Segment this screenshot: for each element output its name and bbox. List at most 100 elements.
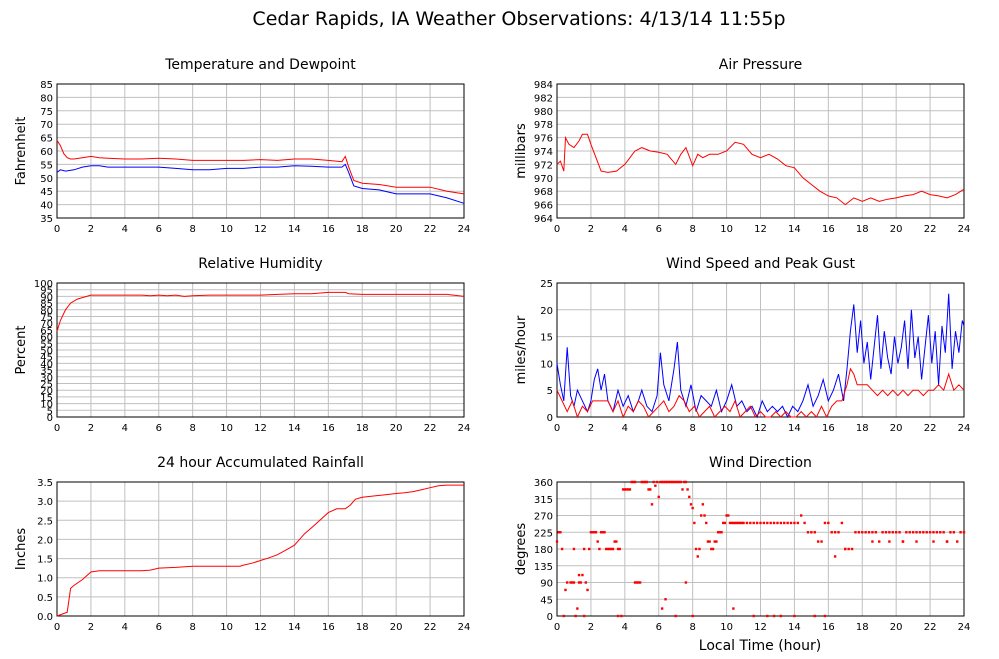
y-tick-label: 3.5 [37, 478, 53, 489]
data-point [932, 540, 935, 543]
y-tick-label: 3.0 [37, 497, 53, 508]
data-point [618, 547, 621, 551]
data-point [660, 480, 664, 484]
y-axis-label: millibars [514, 123, 529, 179]
y-tick-label: 976 [534, 134, 553, 145]
data-point [939, 531, 942, 534]
x-tick-label: 6 [156, 622, 162, 633]
x-tick-label: 20 [890, 622, 903, 633]
x-tick-label: 4 [122, 224, 128, 235]
data-point [689, 503, 693, 506]
data-point [959, 531, 962, 534]
data-point [710, 547, 713, 551]
y-tick-label: 65 [40, 134, 53, 145]
plot-frame [56, 83, 465, 219]
data-point [752, 614, 755, 618]
data-point [576, 607, 579, 610]
data-point [699, 514, 703, 517]
data-point [833, 531, 837, 534]
y-tick-label: 974 [534, 147, 553, 158]
plot-frame [56, 282, 465, 418]
data-point [657, 495, 660, 499]
data-point [616, 547, 620, 551]
y-tick-label: 980 [534, 107, 553, 118]
x-tick-label: 8 [689, 423, 695, 434]
data-point [881, 531, 884, 534]
data-point [672, 480, 676, 484]
data-point [762, 521, 766, 525]
data-point [864, 531, 867, 534]
x-tick-label: 14 [288, 622, 301, 633]
data-point [911, 531, 915, 534]
y-tick-label: 966 [534, 201, 553, 212]
data-point [691, 614, 694, 618]
data-point [650, 503, 654, 506]
data-point [588, 547, 591, 551]
data-point [574, 614, 577, 618]
x-tick-label: 2 [588, 224, 594, 235]
data-point [667, 480, 671, 484]
y-tick-label: 270 [534, 512, 553, 523]
data-point [735, 521, 738, 525]
x-tick-label: 22 [924, 224, 937, 235]
y-tick-label: 35 [40, 214, 53, 225]
data-point [850, 547, 854, 551]
x-tick-label: 14 [788, 423, 801, 434]
data-point [796, 521, 800, 525]
x-tick-label: 2 [588, 622, 594, 633]
data-point [694, 547, 698, 551]
data-point [867, 531, 871, 534]
x-tick-label: 22 [424, 622, 437, 633]
data-point [935, 531, 939, 534]
chart-title: Wind Speed and Peak Gust [666, 256, 855, 272]
x-tick-label: 20 [390, 622, 403, 633]
y-tick-label: 0.0 [37, 612, 53, 623]
x-tick-label: 18 [856, 423, 869, 434]
data-point [833, 555, 837, 558]
y-tick-label: 45 [540, 595, 553, 606]
x-tick-label: 10 [220, 423, 233, 434]
data-point [810, 531, 813, 534]
x-tick-label: 10 [720, 224, 733, 235]
data-point [723, 521, 727, 525]
x-tick-label: 0 [554, 423, 560, 434]
data-point [666, 480, 669, 484]
data-point [591, 531, 594, 534]
y-tick-label: 978 [534, 120, 553, 131]
data-point [633, 581, 637, 584]
data-point [589, 531, 593, 534]
data-point [571, 581, 574, 584]
y-tick-label: 2.0 [37, 535, 53, 546]
y-tick-label: 968 [534, 187, 553, 198]
data-point [898, 531, 901, 534]
data-point [732, 521, 735, 525]
plot-frame [556, 282, 965, 418]
data-point [740, 521, 744, 525]
y-tick-label: 982 [534, 93, 553, 104]
data-point [949, 531, 952, 534]
data-point [608, 547, 611, 551]
data-point [623, 488, 627, 491]
y-tick-label: 15 [540, 333, 553, 344]
data-point [649, 488, 652, 491]
data-point [669, 480, 672, 484]
chart-title: Air Pressure [719, 57, 802, 73]
x-tick-label: 24 [458, 423, 471, 434]
x-tick-label: 2 [88, 423, 94, 434]
data-point [662, 480, 666, 484]
data-point [691, 506, 694, 510]
x-tick-label: 6 [156, 423, 162, 434]
y-tick-label: 40 [40, 201, 53, 212]
series-line-red [56, 484, 464, 617]
y-tick-label: 90 [40, 292, 53, 303]
data-point [677, 480, 681, 484]
x-tick-label: 16 [822, 622, 835, 633]
y-tick-label: 180 [534, 545, 553, 556]
data-point [686, 488, 689, 491]
x-tick-label: 4 [622, 423, 628, 434]
data-point [582, 547, 586, 551]
data-point [728, 521, 732, 525]
data-point [598, 547, 601, 551]
data-point [928, 531, 932, 534]
